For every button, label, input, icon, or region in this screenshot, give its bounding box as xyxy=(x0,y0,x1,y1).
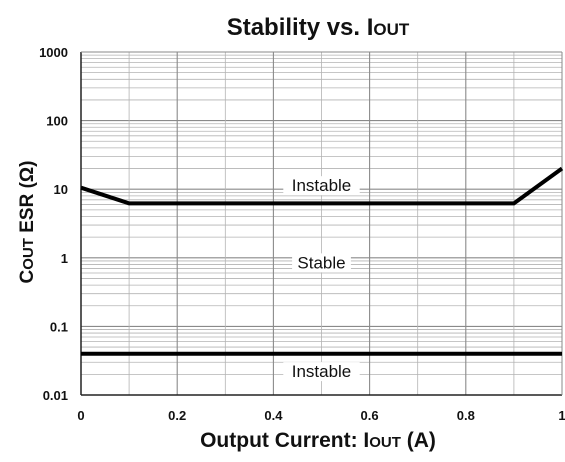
x-tick-label: 0.6 xyxy=(361,408,379,423)
x-tick-label: 0.4 xyxy=(264,408,283,423)
y-tick-label: 1000 xyxy=(39,45,68,60)
x-axis-label-suffix: (A) xyxy=(401,429,436,452)
x-axis-label-subscript: OUT xyxy=(369,434,401,451)
y-axis-label-smallcaps: OUT xyxy=(20,238,37,270)
y-axis-label: COUT ESR (Ω) xyxy=(17,161,38,284)
region-label-0: Instable xyxy=(292,176,352,195)
x-tick-label: 0 xyxy=(77,408,84,423)
grid xyxy=(81,52,562,396)
x-tick-label: 0.8 xyxy=(457,408,475,423)
x-axis-label-main: Output Current: I xyxy=(200,429,369,452)
annotation-bg xyxy=(283,176,360,196)
chart-title: Stability vs. IOUT xyxy=(227,14,410,41)
region-label-1: Stable xyxy=(297,253,345,272)
chart-title-subscript: OUT xyxy=(373,20,410,39)
chart-title-main: Stability vs. I xyxy=(227,14,374,41)
y-tick-label: 10 xyxy=(54,182,68,197)
series-line-0 xyxy=(80,166,564,206)
y-tick-label: 0.01 xyxy=(43,388,68,403)
y-tick-label: 0.1 xyxy=(50,319,68,334)
plot-frame xyxy=(80,51,563,396)
x-tick-label: 1 xyxy=(558,408,565,423)
annotation-bg xyxy=(283,362,360,382)
region-label-2: Instable xyxy=(292,362,352,381)
y-axis-label-rest: ESR (Ω) xyxy=(17,161,38,239)
series xyxy=(80,166,564,356)
annotation-bg xyxy=(292,253,351,273)
tick-labels: 0 0.2 0.4 0.6 0.8 1 0.01 0.1 1 10 100 1000 xyxy=(39,45,565,423)
annotations: Instable Stable Instable xyxy=(283,176,360,382)
y-tick-label: 1 xyxy=(61,251,68,266)
y-axis-label-first: C xyxy=(17,269,38,283)
y-tick-label: 100 xyxy=(46,114,68,129)
x-axis-label: Output Current: IOUT (A) xyxy=(200,429,436,452)
x-tick-label: 0.2 xyxy=(168,408,186,423)
